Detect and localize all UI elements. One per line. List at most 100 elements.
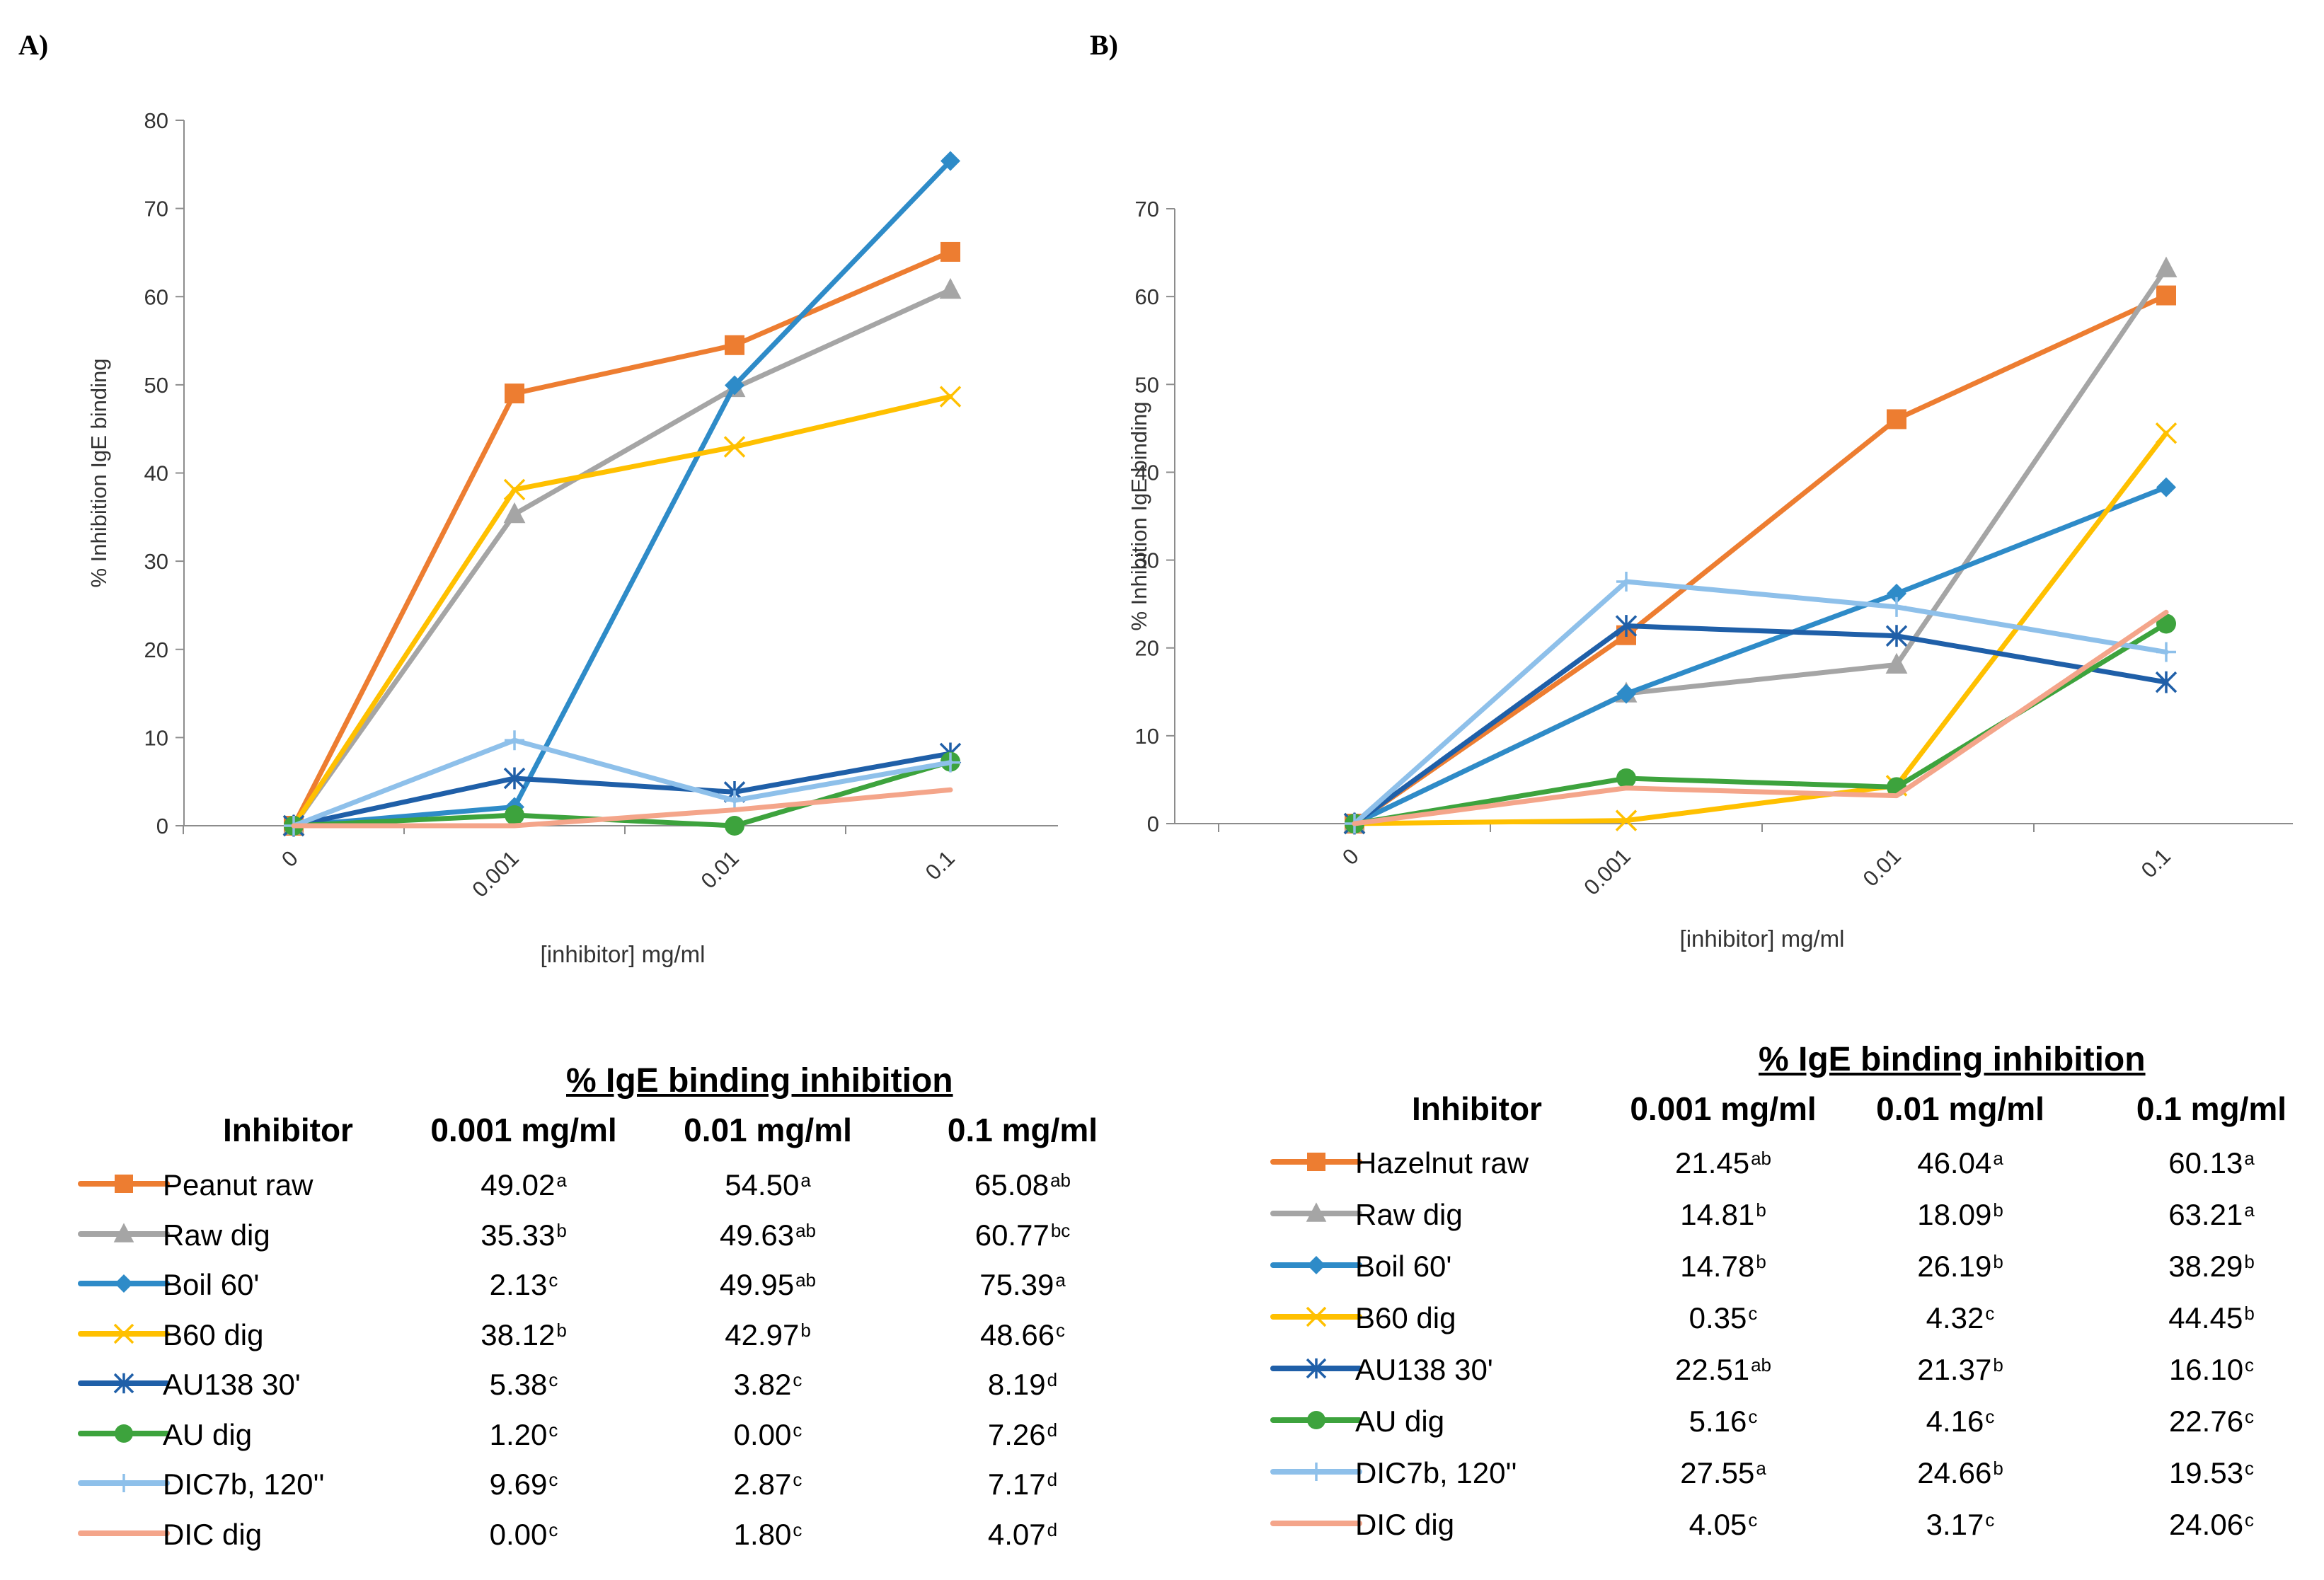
- y-tick-label: 10: [144, 725, 168, 750]
- significance-letter: b: [2244, 1251, 2255, 1272]
- inhibitor-name: Hazelnut raw: [1355, 1146, 1529, 1180]
- data-point: [2156, 642, 2176, 662]
- significance-letter: ab: [1751, 1354, 1772, 1376]
- data-point: [1885, 625, 1908, 647]
- value: 35.33: [481, 1218, 556, 1252]
- significance-letter: b: [556, 1319, 567, 1341]
- value-cell: 60.13a: [2168, 1146, 2255, 1180]
- y-tick-label: 50: [144, 373, 168, 398]
- significance-letter: c: [548, 1419, 558, 1441]
- value: 16.10: [2168, 1353, 2244, 1386]
- legend-marker: [1307, 1153, 1325, 1171]
- value: 38.29: [2168, 1250, 2243, 1283]
- significance-letter: d: [1047, 1518, 1058, 1540]
- value-cell: 2.87c: [734, 1467, 803, 1501]
- value-cell: 38.29b: [2168, 1250, 2255, 1284]
- data-point: [2155, 422, 2178, 444]
- value-cell: 18.09b: [1917, 1198, 2003, 1232]
- significance-letter: c: [2245, 1406, 2255, 1427]
- series-line: [291, 759, 953, 829]
- value-cell: 8.19d: [988, 1368, 1057, 1402]
- data-point: [940, 151, 960, 171]
- data-point: [725, 790, 744, 811]
- inhibitor-name: AU dig: [1355, 1405, 1445, 1438]
- significance-letter: c: [793, 1469, 803, 1490]
- data-point: [1616, 684, 1636, 704]
- y-tick-label: 60: [1135, 284, 1159, 309]
- value-cell: 14.81b: [1680, 1198, 1766, 1232]
- value-cell: 46.04a: [1917, 1146, 2003, 1180]
- value: 1.20: [489, 1417, 548, 1451]
- table-row: Raw dig 14.81b 18.09b 63.21a: [1270, 1192, 2318, 1242]
- data-point: [725, 816, 744, 836]
- series-line: [291, 394, 953, 829]
- value-cell: 4.16c: [1926, 1405, 1995, 1438]
- series-line: [1352, 579, 2169, 826]
- significance-letter: b: [556, 1219, 567, 1241]
- data-point: [1887, 583, 1906, 604]
- data-point: [2155, 256, 2178, 277]
- series-line: [291, 751, 953, 829]
- value: 60.13: [2168, 1146, 2243, 1180]
- significance-letter: d: [1047, 1419, 1058, 1441]
- inhibitor-name: Raw dig: [163, 1218, 270, 1252]
- data-point: [503, 502, 526, 524]
- data-point: [940, 241, 960, 262]
- value: 7.26: [987, 1417, 1046, 1451]
- value-cell: 75.39a: [979, 1268, 1066, 1302]
- table-row: Boil 60' 2.13c 49.95ab 75.39a: [78, 1262, 1139, 1312]
- value: 46.04: [1917, 1146, 1992, 1180]
- value-cell: 26.19b: [1917, 1250, 2003, 1284]
- y-tick-label: 50: [1135, 372, 1159, 397]
- value-cell: 21.45ab: [1675, 1146, 1771, 1180]
- data-point: [1885, 652, 1908, 674]
- value: 65.08: [974, 1168, 1049, 1201]
- data-point: [725, 375, 744, 396]
- y-axis-title: % Inhibition IgE binding: [86, 358, 111, 587]
- value-cell: 3.82c: [734, 1368, 803, 1402]
- value: 21.45: [1674, 1146, 1750, 1180]
- value: 14.78: [1680, 1250, 1755, 1283]
- value-cell: 7.17d: [988, 1467, 1057, 1501]
- value-cell: 38.12b: [481, 1318, 567, 1352]
- y-axis-title: % Inhibition IgE binding: [1127, 401, 1151, 630]
- value: 60.77: [974, 1218, 1049, 1252]
- significance-letter: c: [548, 1469, 558, 1490]
- value: 3.17: [1926, 1508, 1984, 1541]
- value-cell: 54.50a: [725, 1168, 811, 1202]
- inhibitor-name: DIC7b, 120'': [163, 1467, 325, 1501]
- legend-marker: [115, 1175, 133, 1193]
- significance-letter: c: [1748, 1406, 1758, 1427]
- data-point: [1616, 768, 1636, 788]
- value: 2.87: [733, 1467, 792, 1501]
- significance-letter: c: [548, 1518, 558, 1540]
- table-row: B60 dig 0.35c 4.32c 44.45b: [1270, 1296, 2318, 1345]
- legend-marker: [1307, 1411, 1325, 1429]
- value-cell: 63.21a: [2168, 1198, 2255, 1232]
- series-line: [291, 249, 953, 829]
- x-tick-label: 0.001: [1579, 843, 1635, 900]
- value: 49.02: [481, 1168, 556, 1201]
- value: 0.35: [1689, 1301, 1747, 1334]
- value: 27.55: [1680, 1456, 1755, 1489]
- table-title: % IgE binding inhibition: [566, 1062, 953, 1100]
- significance-letter: d: [1047, 1369, 1058, 1390]
- series-dic7b-120-: [1345, 571, 2176, 834]
- value: 4.16: [1926, 1405, 1984, 1438]
- table-row: DIC dig 4.05c 3.17c 24.06c: [1270, 1502, 2318, 1552]
- column-header: 0.01 mg/ml: [1876, 1090, 2044, 1127]
- y-tick-label: 30: [144, 549, 168, 574]
- legend-marker: [1306, 1306, 1327, 1327]
- value: 75.39: [979, 1268, 1054, 1301]
- significance-letter: a: [2244, 1199, 2255, 1221]
- data-point: [939, 277, 962, 299]
- data-point: [505, 805, 524, 826]
- value-cell: 49.63ab: [720, 1218, 816, 1252]
- data-point: [2156, 613, 2176, 634]
- value: 48.66: [979, 1317, 1055, 1351]
- table-row: B60 dig 38.12b 42.97b 48.66c: [78, 1313, 1139, 1362]
- x-tick-label: 0.01: [1858, 843, 1906, 891]
- value-cell: 19.53c: [2169, 1456, 2254, 1490]
- x-tick-label: 0: [277, 846, 303, 872]
- inhibitor-name: DIC dig: [1355, 1508, 1455, 1541]
